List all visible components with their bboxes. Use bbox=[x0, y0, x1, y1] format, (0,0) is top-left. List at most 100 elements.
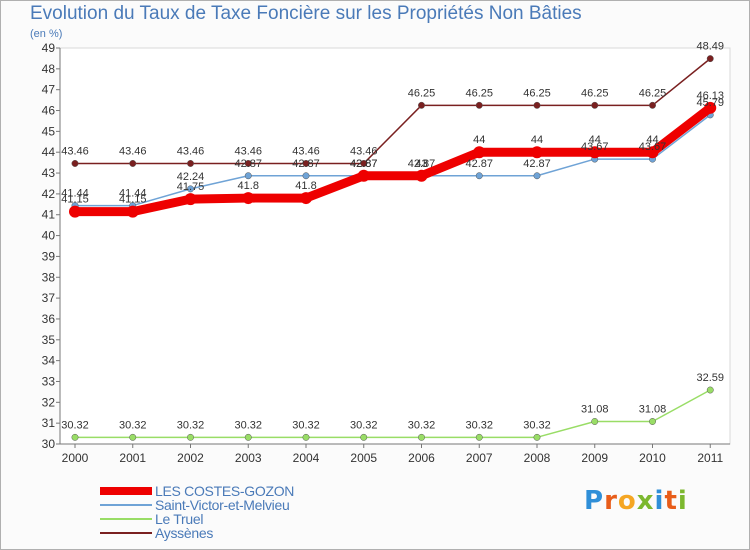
legend-swatch-costes-gozon bbox=[100, 487, 152, 495]
point-ayssenes-2004 bbox=[302, 160, 310, 167]
point-les-costes-gozon-2010 bbox=[646, 146, 659, 159]
x-tick-label-2009: 2009 bbox=[581, 451, 608, 465]
point-le-truel-2008 bbox=[533, 433, 541, 441]
data-label-les-costes-gozon-2000: 41.15 bbox=[61, 194, 89, 206]
legend-label-le-truel: Le Truel bbox=[155, 511, 204, 527]
point-saint-victor-et-melvieu-2003 bbox=[244, 172, 252, 180]
x-tick-label-2003: 2003 bbox=[235, 451, 262, 465]
y-axis-unit: (en %) bbox=[30, 28, 63, 40]
data-label-saint-victor-et-melvieu-2002: 42.24 bbox=[177, 171, 205, 183]
point-ayssenes-2003 bbox=[244, 160, 252, 167]
data-label-ayssenes-2002: 43.46 bbox=[177, 145, 205, 157]
data-label-ayssenes-2010: 46.25 bbox=[639, 87, 667, 99]
point-le-truel-2009 bbox=[591, 418, 599, 425]
point-ayssenes-2011 bbox=[706, 55, 714, 63]
point-ayssenes-2000 bbox=[71, 160, 79, 167]
point-les-costes-gozon-2006 bbox=[415, 169, 428, 182]
y-tick-label-45: 45 bbox=[42, 124, 56, 138]
point-le-truel-2004 bbox=[302, 433, 310, 441]
point-saint-victor-et-melvieu-2008 bbox=[533, 172, 541, 180]
point-ayssenes-2006 bbox=[418, 101, 425, 109]
data-label-les-costes-gozon-2004: 41.8 bbox=[295, 180, 316, 192]
data-label-les-costes-gozon-2005: 42.87 bbox=[350, 158, 378, 170]
data-label-le-truel-2000: 30.32 bbox=[61, 419, 89, 431]
data-label-saint-victor-et-melvieu-2005: 42.87 bbox=[350, 158, 378, 170]
x-tick-label-2000: 2000 bbox=[62, 451, 89, 465]
legend-swatch-ayssenes bbox=[100, 532, 152, 534]
logo-letter-1: r bbox=[604, 486, 618, 516]
data-label-ayssenes-2003: 43.46 bbox=[234, 145, 262, 157]
data-label-les-costes-gozon-2008: 44 bbox=[531, 134, 543, 146]
logo-letter-4: i bbox=[654, 486, 665, 516]
point-saint-victor-et-melvieu-2004 bbox=[302, 172, 310, 180]
legend-swatch-le-truel bbox=[100, 518, 152, 520]
data-label-les-costes-gozon-2011: 46.13 bbox=[696, 90, 724, 102]
y-tick-label-43: 43 bbox=[42, 166, 56, 180]
point-les-costes-gozon-2009 bbox=[588, 146, 601, 159]
y-tick-label-30: 30 bbox=[42, 437, 56, 451]
data-label-saint-victor-et-melvieu-2008: 42.87 bbox=[523, 158, 551, 170]
point-saint-victor-et-melvieu-2002 bbox=[187, 185, 194, 193]
data-label-le-truel-2002: 30.32 bbox=[177, 419, 205, 431]
legend-label-ayssenes: Ayssènes bbox=[155, 525, 214, 541]
point-saint-victor-et-melvieu-2007 bbox=[475, 172, 483, 180]
data-label-le-truel-2005: 30.32 bbox=[350, 419, 378, 431]
logo-letter-2: o bbox=[617, 486, 637, 516]
point-ayssenes-2010 bbox=[649, 101, 656, 109]
y-tick-label-37: 37 bbox=[42, 291, 56, 305]
x-tick-label-2001: 2001 bbox=[119, 451, 146, 465]
data-label-ayssenes-2007: 46.25 bbox=[465, 87, 493, 99]
point-le-truel-2006 bbox=[418, 433, 425, 441]
data-label-ayssenes-2005: 43.46 bbox=[350, 145, 378, 157]
x-tick-label-2005: 2005 bbox=[350, 451, 377, 465]
data-label-ayssenes-2008: 46.25 bbox=[523, 87, 551, 99]
y-tick-label-33: 33 bbox=[42, 374, 56, 388]
data-label-le-truel-2001: 30.32 bbox=[119, 419, 147, 431]
y-tick-label-47: 47 bbox=[42, 83, 56, 97]
x-tick-label-2011: 2011 bbox=[697, 451, 723, 465]
data-label-saint-victor-et-melvieu-2004: 42.87 bbox=[292, 158, 320, 170]
x-tick-label-2008: 2008 bbox=[524, 451, 551, 465]
point-le-truel-2010 bbox=[649, 418, 656, 425]
logo-letter-0: P bbox=[584, 486, 605, 516]
chart-title: Evolution du Taux de Taxe Foncière sur l… bbox=[30, 3, 582, 24]
data-label-les-costes-gozon-2006: 43 bbox=[415, 158, 427, 170]
data-label-saint-victor-et-melvieu-2009: 43.67 bbox=[581, 141, 609, 153]
data-label-le-truel-2009: 31.08 bbox=[581, 403, 609, 415]
point-ayssenes-2009 bbox=[591, 101, 599, 109]
series-line-ayssenes bbox=[74, 57, 711, 165]
data-label-saint-victor-et-melvieu-2006: 42.87 bbox=[408, 158, 436, 170]
logo-letter-3: x bbox=[636, 486, 655, 516]
point-ayssenes-2005 bbox=[360, 160, 368, 167]
legend-swatch-saint-victor bbox=[100, 504, 152, 506]
logo-letter-5: t bbox=[664, 486, 678, 516]
data-label-saint-victor-et-melvieu-2010: 43.67 bbox=[639, 141, 667, 153]
data-label-saint-victor-et-melvieu-2000: 41.44 bbox=[61, 188, 89, 200]
data-label-ayssenes-2011: 48.49 bbox=[696, 41, 724, 53]
point-ayssenes-2007 bbox=[475, 101, 483, 109]
data-label-les-costes-gozon-2002: 41.75 bbox=[177, 181, 205, 193]
point-le-truel-2007 bbox=[475, 433, 483, 441]
point-les-costes-gozon-2004 bbox=[300, 192, 312, 205]
point-les-costes-gozon-2001 bbox=[126, 205, 139, 218]
y-tick-label-39: 39 bbox=[42, 249, 56, 263]
y-tick-label-32: 32 bbox=[42, 395, 56, 409]
point-le-truel-2000 bbox=[71, 433, 79, 441]
data-label-saint-victor-et-melvieu-2001: 41.44 bbox=[119, 188, 147, 200]
point-ayssenes-2001 bbox=[129, 160, 137, 167]
point-les-costes-gozon-2011 bbox=[704, 101, 717, 114]
data-label-ayssenes-2001: 43.46 bbox=[119, 145, 147, 157]
data-label-les-costes-gozon-2009: 44 bbox=[589, 134, 601, 146]
x-tick-label-2002: 2002 bbox=[177, 451, 204, 465]
point-les-costes-gozon-2003 bbox=[242, 192, 255, 205]
data-label-les-costes-gozon-2007: 44 bbox=[473, 134, 485, 146]
legend-label-costes-gozon: LES COSTES-GOZON bbox=[155, 483, 295, 499]
x-tick-label-2006: 2006 bbox=[408, 451, 435, 465]
data-label-le-truel-2003: 30.32 bbox=[234, 419, 262, 431]
data-label-saint-victor-et-melvieu-2011: 45.79 bbox=[696, 97, 724, 109]
data-label-le-truel-2007: 30.32 bbox=[465, 419, 493, 431]
y-tick-label-42: 42 bbox=[42, 187, 56, 201]
point-le-truel-2002 bbox=[187, 433, 194, 441]
point-le-truel-2011 bbox=[706, 386, 714, 394]
